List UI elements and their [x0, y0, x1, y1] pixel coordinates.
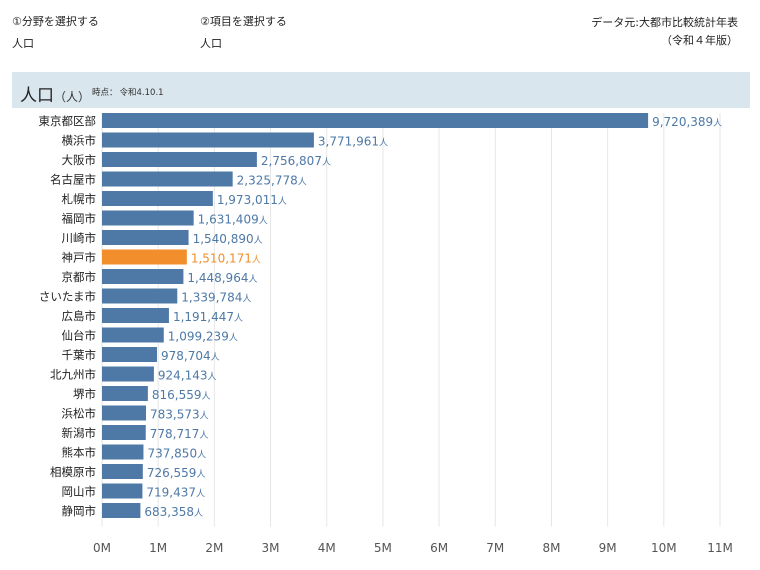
x-tick-label: 10M [651, 541, 677, 555]
value-label: 778,717人 [150, 427, 209, 441]
data-source-line2: （令和４年版） [661, 34, 738, 47]
value-label: 2,756,807人 [261, 154, 331, 168]
category-label: 神戸市 [62, 251, 97, 265]
value-label: 2,325,778人 [237, 174, 307, 188]
bar [102, 249, 187, 265]
category-label: 仙台市 [62, 329, 97, 343]
value-label: 978,704人 [161, 349, 220, 363]
value-label: 783,573人 [150, 408, 209, 422]
category-label: 東京都区部 [39, 114, 97, 128]
value-label: 1,540,890人 [193, 232, 263, 246]
as-of-label: 時点： [92, 88, 118, 98]
item-selector-label: ②項目を選択する [200, 15, 287, 28]
x-tick-label: 0M [93, 541, 111, 555]
category-label: 川崎市 [62, 231, 97, 245]
category-label: 熊本市 [62, 446, 97, 460]
category-label: さいたま市 [39, 290, 96, 304]
value-label: 683,358人 [144, 505, 203, 519]
bar [102, 405, 147, 421]
as-of-date: 時点： 令和4.10.1 [90, 86, 164, 98]
value-label: 719,437人 [146, 486, 205, 500]
category-label: 相模原市 [50, 465, 96, 479]
category-label: 広島市 [62, 309, 97, 323]
bar [102, 191, 213, 206]
value-label: 3,771,961人 [318, 135, 388, 149]
chart-title-unit: （人） [54, 90, 91, 104]
category-label: 新潟市 [62, 426, 97, 440]
bar [102, 464, 143, 479]
value-label: 1,510,171人 [191, 252, 261, 266]
value-label: 1,191,447人 [173, 310, 243, 324]
value-label: 1,099,239人 [168, 330, 238, 344]
field-selector-label: ①分野を選択する [12, 15, 99, 28]
x-tick-label: 6M [430, 541, 448, 555]
x-tick-label: 3M [262, 541, 280, 555]
value-label: 816,559人 [152, 388, 211, 402]
category-label: 浜松市 [62, 407, 97, 421]
bar [102, 483, 143, 499]
bar [102, 386, 148, 401]
x-tick-label: 2M [205, 541, 223, 555]
chart-title: 人口（人） [20, 81, 90, 106]
bar [102, 171, 233, 187]
value-label: 1,448,964人 [187, 271, 257, 285]
bar [102, 152, 257, 167]
field-selector[interactable]: ①分野を選択する 人口 [12, 14, 99, 52]
x-tick-label: 7M [486, 541, 504, 555]
as-of-value: 令和4.10.1 [119, 88, 164, 98]
value-label: 737,850人 [147, 447, 206, 461]
bar [102, 113, 649, 128]
value-label: 924,143人 [158, 369, 217, 383]
category-label: 横浜市 [62, 134, 97, 148]
chart-header-band: 人口（人） 時点： 令和4.10.1 [12, 72, 750, 108]
bar [102, 425, 146, 440]
category-label: 千葉市 [62, 348, 97, 362]
field-selector-value[interactable]: 人口 [12, 37, 34, 50]
value-label: 9,720,389人 [652, 115, 722, 129]
bar [102, 308, 169, 323]
bar [102, 503, 141, 518]
x-tick-label: 1M [149, 541, 167, 555]
x-tick-label: 9M [599, 541, 617, 555]
x-tick-label: 5M [374, 541, 392, 555]
bar [102, 347, 157, 362]
bar [102, 210, 194, 226]
x-tick-label: 8M [542, 541, 560, 555]
x-tick-label: 11M [707, 541, 733, 555]
chart-title-text: 人口 [20, 86, 54, 106]
category-label: 堺市 [73, 387, 96, 401]
category-label: 静岡市 [62, 504, 97, 518]
data-source-line1: データ元:大都市比較統計年表 [591, 16, 738, 29]
category-label: 北九州市 [50, 368, 96, 382]
x-tick-label: 4M [318, 541, 336, 555]
bar [102, 366, 154, 382]
bar [102, 444, 144, 460]
bar [102, 327, 164, 343]
category-label: 名古屋市 [50, 173, 96, 187]
data-source-note: データ元:大都市比較統計年表 （令和４年版） [591, 14, 738, 50]
value-label: 1,973,011人 [217, 193, 287, 207]
category-label: 岡山市 [62, 485, 97, 499]
bar [102, 132, 314, 148]
category-label: 札幌市 [62, 192, 97, 206]
value-label: 1,339,784人 [181, 291, 251, 305]
bar [102, 288, 178, 304]
item-selector[interactable]: ②項目を選択する 人口 [200, 14, 287, 52]
category-label: 京都市 [62, 270, 97, 284]
value-label: 1,631,409人 [198, 213, 268, 227]
item-selector-value[interactable]: 人口 [200, 37, 222, 50]
category-label: 大阪市 [62, 153, 97, 167]
category-label: 福岡市 [62, 212, 97, 226]
value-label: 726,559人 [147, 466, 206, 480]
bar [102, 269, 184, 284]
bar [102, 230, 189, 245]
